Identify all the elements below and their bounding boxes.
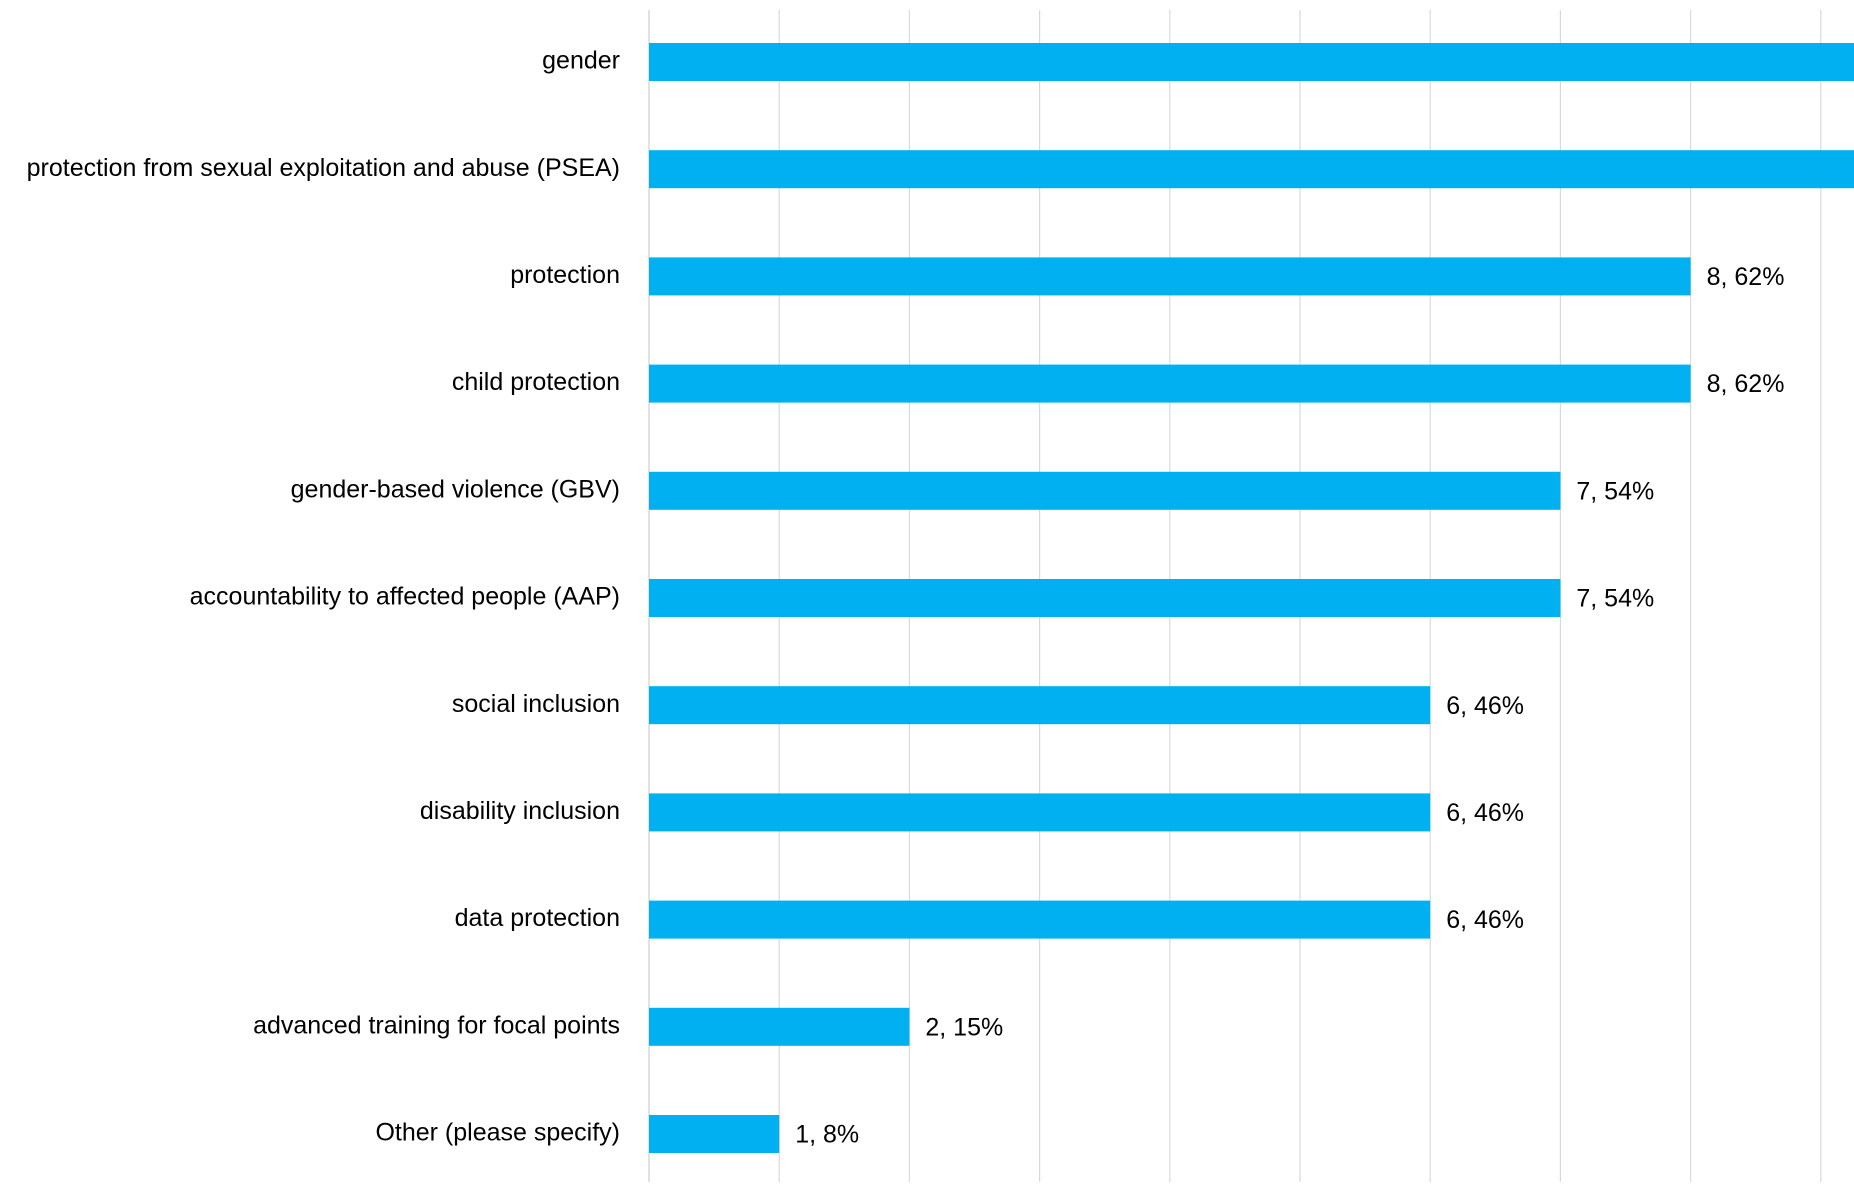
bar [649, 1007, 910, 1046]
bar [649, 793, 1431, 832]
category-label: gender [542, 47, 620, 75]
category-label: accountability to affected people (AAP) [190, 583, 620, 611]
bar [649, 43, 1854, 81]
category-label: social inclusion [452, 690, 620, 718]
bar [649, 150, 1854, 189]
bars [649, 43, 1854, 1153]
category-label: disability inclusion [420, 797, 620, 825]
data-label: 6, 46% [1446, 692, 1524, 720]
data-label: 6, 46% [1446, 799, 1524, 827]
data-label: 6, 46% [1446, 906, 1524, 934]
category-label: gender-based violence (GBV) [291, 475, 620, 503]
bar [649, 471, 1561, 510]
data-label: 2, 15% [925, 1013, 1003, 1041]
bar [649, 257, 1691, 296]
category-label: protection from sexual exploitation and … [27, 154, 620, 182]
bar [649, 686, 1431, 725]
bar [649, 900, 1431, 939]
data-label: 7, 54% [1576, 477, 1654, 505]
category-label: advanced training for focal points [253, 1011, 620, 1039]
category-label: data protection [455, 904, 620, 932]
category-label: child protection [452, 368, 620, 396]
data-label: 8, 62% [1707, 263, 1785, 291]
data-labels: 11, 85%10, 77%8, 62%8, 62%7, 54%7, 54%6,… [795, 263, 1785, 1149]
data-label: 8, 62% [1707, 370, 1785, 398]
data-label: 1, 8% [795, 1121, 859, 1149]
bar [649, 1115, 780, 1153]
bar [649, 579, 1561, 617]
category-label: Other (please specify) [375, 1119, 620, 1147]
data-label: 7, 54% [1576, 585, 1654, 613]
bar [649, 364, 1691, 403]
category-labels: gender protection from sexual exploitatio… [27, 47, 620, 1147]
category-label: protection [510, 261, 620, 289]
